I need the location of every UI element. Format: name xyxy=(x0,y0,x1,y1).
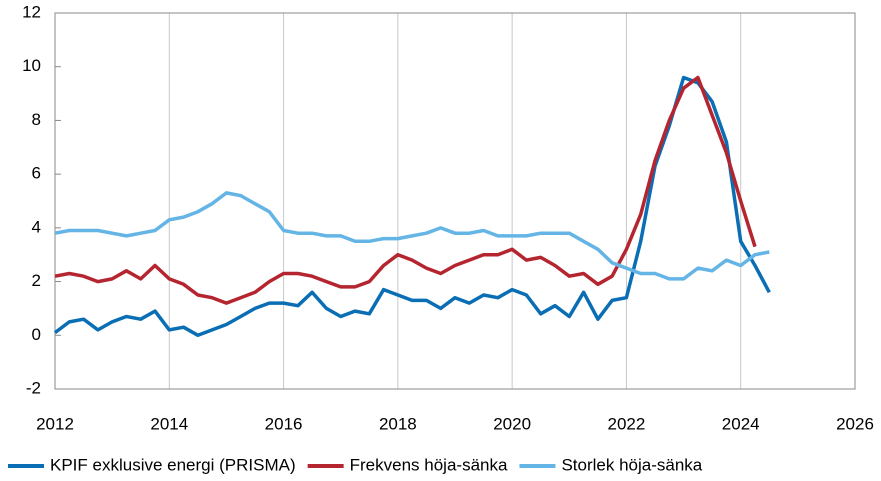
x-tick-label: 2018 xyxy=(379,414,417,433)
y-tick-label: 6 xyxy=(32,164,41,183)
x-tick-label: 2012 xyxy=(36,414,74,433)
legend-label: KPIF exklusive energi (PRISMA) xyxy=(50,455,296,474)
legend-label: Storlek höja-sänka xyxy=(561,455,702,474)
y-tick-label: -2 xyxy=(26,378,41,397)
y-tick-label: 4 xyxy=(32,217,41,236)
series-line xyxy=(54,75,757,305)
y-tick-label: 2 xyxy=(32,271,41,290)
y-tick-label: 12 xyxy=(22,2,41,21)
x-tick-label: 2014 xyxy=(150,414,188,433)
x-tick-label: 2020 xyxy=(493,414,531,433)
legend-label: Frekvens höja-sänka xyxy=(350,455,508,474)
x-tick-label: 2026 xyxy=(836,414,874,433)
series-line xyxy=(54,191,770,281)
x-tick-label: 2016 xyxy=(265,414,303,433)
y-tick-label: 8 xyxy=(32,110,41,129)
x-tick-label: 2024 xyxy=(722,414,760,433)
y-tick-label: 0 xyxy=(32,325,41,344)
series-line xyxy=(53,75,771,338)
plot-frame xyxy=(54,12,856,390)
y-tick-label: 10 xyxy=(22,56,41,75)
x-tick-label: 2022 xyxy=(608,414,646,433)
